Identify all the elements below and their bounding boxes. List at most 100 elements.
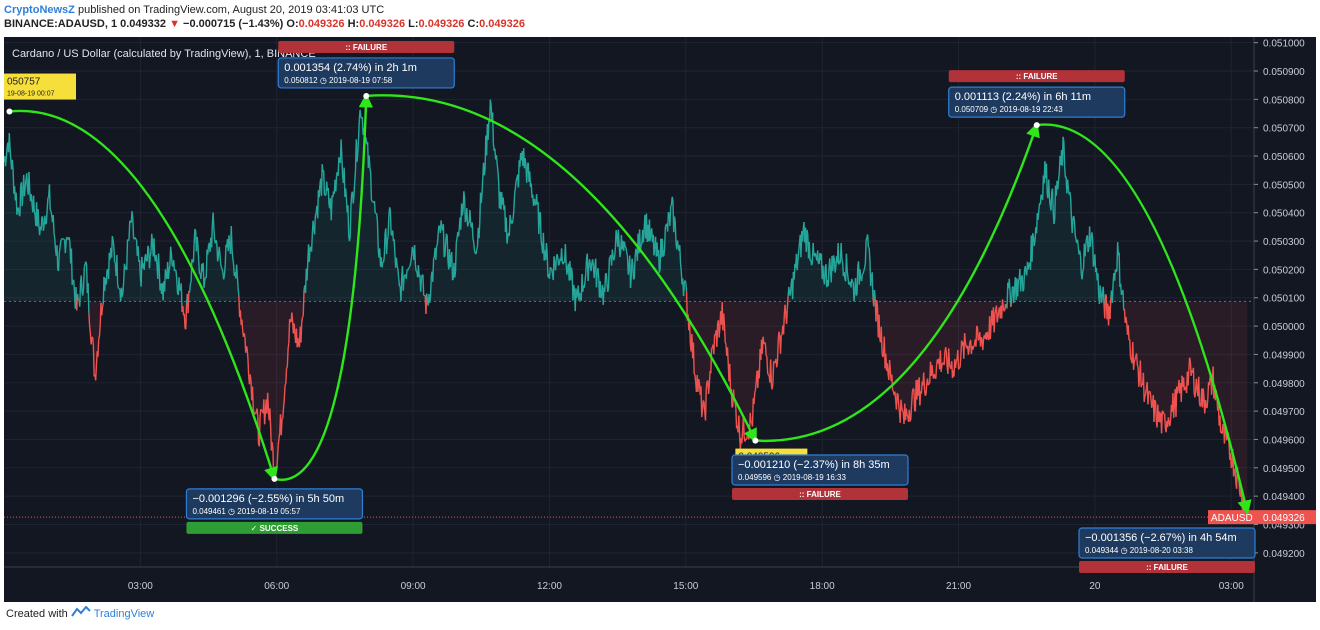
- price-series-segment: [805, 229, 808, 252]
- price-series-segment: [480, 193, 483, 204]
- price-series-segment: [4, 158, 7, 167]
- price-series-segment: [924, 394, 927, 397]
- price-series-segment: [114, 261, 116, 264]
- price-series-segment: [1194, 389, 1197, 398]
- price-series-segment: [438, 225, 441, 228]
- price-series-segment: [557, 263, 560, 266]
- price-series-segment: [692, 342, 695, 374]
- price-series-segment: [585, 258, 588, 273]
- price-series-segment: [1010, 301, 1013, 308]
- price-series-segment: [869, 277, 873, 287]
- price-series-segment: [205, 249, 208, 278]
- price-series-segment: [280, 418, 283, 436]
- price-series-segment: [491, 112, 495, 144]
- price-series-segment: [551, 268, 554, 275]
- price-series-segment: [231, 248, 234, 258]
- price-series-segment: [1104, 293, 1107, 296]
- price-series-segment: [1188, 357, 1192, 362]
- measure-label-sub: 0.049344 ◷ 2019-08-20 03:38: [1085, 546, 1194, 555]
- price-series-segment: [1206, 399, 1209, 409]
- price-series-segment: [147, 245, 150, 250]
- price-series-segment: [8, 133, 11, 149]
- price-tick-label: 0.049800: [1263, 379, 1305, 390]
- measure-label-text: −0.001210 (−2.37%) in 8h 35m: [738, 459, 890, 471]
- price-series-segment: [185, 304, 188, 330]
- price-series-segment: [512, 209, 515, 220]
- price-series-segment: [79, 282, 82, 307]
- price-series-segment: [640, 243, 643, 246]
- price-series-segment: [408, 265, 411, 268]
- price-series-segment: [88, 312, 91, 326]
- price-series-segment: [194, 228, 197, 231]
- time-tick-label: 06:00: [264, 581, 289, 592]
- price-series-segment: [856, 266, 859, 295]
- price-series-segment: [44, 215, 47, 225]
- price-series-segment: [348, 236, 351, 242]
- price-series-segment: [766, 356, 769, 374]
- price-series-segment: [391, 230, 395, 242]
- price-series-segment: [745, 436, 748, 440]
- price-series-segment: [167, 270, 170, 280]
- price-series-segment: [52, 215, 55, 233]
- price-series-segment: [1222, 423, 1225, 427]
- price-series-segment: [400, 275, 403, 301]
- price-series-segment: [354, 169, 357, 182]
- price-series-segment: [17, 207, 20, 215]
- price-series-segment: [931, 365, 934, 374]
- price-series-segment: [426, 293, 429, 302]
- price-series-segment: [1125, 316, 1128, 323]
- price-series-segment: [959, 356, 962, 368]
- price-series-segment: [834, 267, 837, 273]
- price-series-segment: [676, 240, 679, 247]
- price-series-segment: [1071, 217, 1074, 234]
- price-series-segment: [1160, 410, 1164, 434]
- yellow-tag-price: 050757: [7, 77, 41, 88]
- price-series-segment: [353, 181, 356, 195]
- price-series-segment: [977, 337, 980, 341]
- price-series-segment: [393, 239, 396, 254]
- price-series-segment: [357, 119, 361, 139]
- price-series-segment: [1073, 220, 1076, 235]
- price-series-segment: [550, 267, 553, 270]
- price-series-segment: [19, 185, 22, 217]
- chart-area[interactable]: 0.051000 0.050900 0.050800 0.050700 0.050600…: [3, 37, 1316, 602]
- price-tick-label: 0.051000: [1263, 39, 1305, 50]
- price-series-segment: [1099, 285, 1102, 295]
- price-series-segment: [293, 323, 296, 335]
- price-series-segment: [282, 399, 286, 409]
- price-chart[interactable]: 0.051000 0.050900 0.050800 0.050700 0.050600…: [3, 37, 1316, 602]
- tradingview-link[interactable]: TradingView: [93, 608, 155, 620]
- price-series-segment: [368, 155, 371, 168]
- price-series-segment: [669, 205, 672, 226]
- price-series-segment: [87, 283, 90, 313]
- price-series-segment: [101, 306, 104, 316]
- price-series-segment: [72, 279, 76, 292]
- price-series-segment: [782, 314, 786, 335]
- last-price: 0.049332: [120, 18, 167, 30]
- price-series-segment: [269, 408, 272, 429]
- price-series-segment: [698, 379, 701, 384]
- price-series-segment: [471, 222, 474, 239]
- price-series-segment: [633, 278, 635, 280]
- price-series-segment: [1091, 238, 1095, 267]
- price-series-segment: [1116, 242, 1120, 256]
- price-series-segment: [388, 207, 392, 211]
- price-series-segment: [168, 264, 171, 271]
- price-series-segment: [661, 238, 664, 257]
- price-series-segment: [786, 296, 789, 310]
- price-series-segment: [862, 270, 865, 274]
- price-series-segment: [1045, 163, 1048, 194]
- price-series-segment: [539, 212, 542, 241]
- price-series-segment: [1221, 424, 1224, 434]
- price-series-segment: [557, 256, 560, 266]
- price-series-segment: [237, 287, 240, 297]
- price-series-segment: [754, 389, 757, 394]
- price-series-segment: [112, 239, 115, 247]
- author-link[interactable]: CryptoNewsZ: [4, 4, 75, 16]
- price-series-segment: [457, 228, 461, 237]
- price-series-segment: [511, 219, 514, 224]
- price-series-segment: [338, 157, 341, 162]
- price-series-segment: [219, 263, 223, 268]
- price-series-segment: [463, 198, 467, 223]
- price-series-segment: [116, 283, 120, 289]
